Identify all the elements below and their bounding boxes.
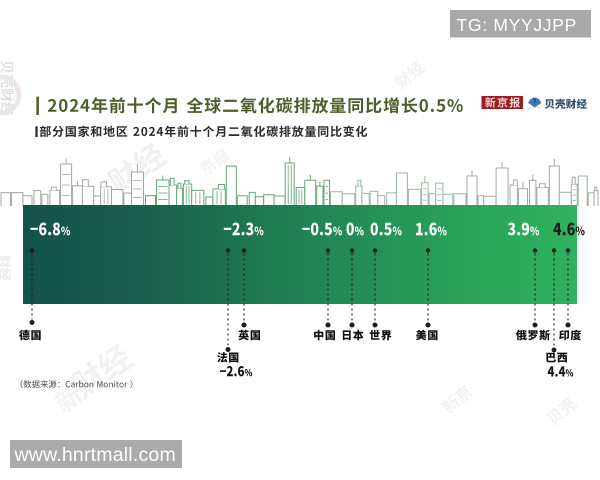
svg-text:TG: MYYJJPP: TG: MYYJJPP xyxy=(457,15,578,35)
svg-text:www.hnrtmall.com: www.hnrtmall.com xyxy=(14,444,176,466)
